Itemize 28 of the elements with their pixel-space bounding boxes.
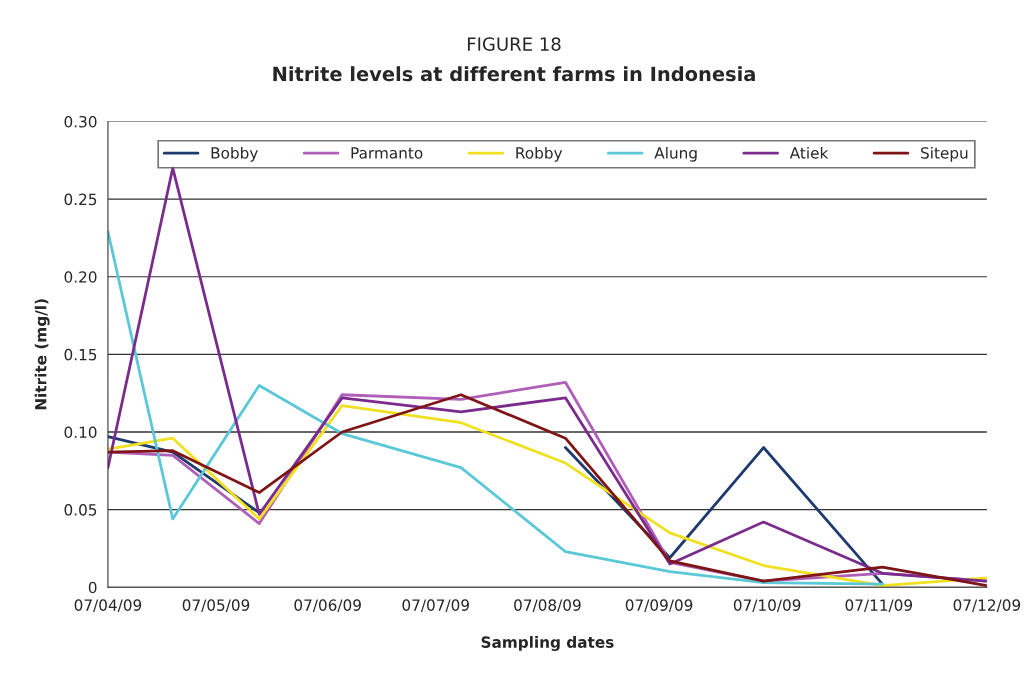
line-series [107, 166, 987, 583]
legend-label: Parmanto [351, 147, 423, 159]
y-tick-label: 0.20 [64, 271, 97, 283]
x-tick-label: 07/05/09 [182, 599, 250, 613]
line-series [107, 230, 884, 586]
legend-label: Bobby [211, 146, 258, 162]
legend-label: Atiek [789, 146, 829, 159]
y-tick-label: 0.10 [64, 426, 97, 439]
legend-label: Robby [516, 146, 563, 162]
y-tick-label: 0.05 [64, 504, 97, 516]
y-tick-label: 0.30 [64, 115, 97, 128]
x-axis-title: Sampling dates [481, 636, 614, 651]
y-tick-label: 0.15 [64, 348, 97, 361]
x-tick-label: 07/09/09 [625, 599, 693, 613]
chart-title: FIGURE 18 [467, 37, 561, 51]
x-tick-label: 07/04/09 [74, 599, 142, 613]
chart-subtitle: Nitrite levels at different farms in Indonesia [273, 66, 755, 82]
legend-label: Alung [654, 146, 697, 162]
x-tick-label: 07/08/09 [514, 599, 581, 613]
legend-label: Sitepu [921, 146, 968, 162]
x-tick-label: 07/11/09 [845, 599, 913, 613]
y-tick-label: 0 [88, 581, 97, 594]
x-tick-label: 07/06/09 [294, 599, 361, 613]
x-tick-label: 07/07/09 [402, 599, 469, 613]
x-tick-label: 07/10/09 [733, 599, 801, 613]
y-tick-label: 0.25 [64, 193, 97, 206]
y-axis-title: Nitrite (mg/l) [34, 299, 50, 410]
x-tick-label: 07/12/09 [953, 599, 1021, 613]
